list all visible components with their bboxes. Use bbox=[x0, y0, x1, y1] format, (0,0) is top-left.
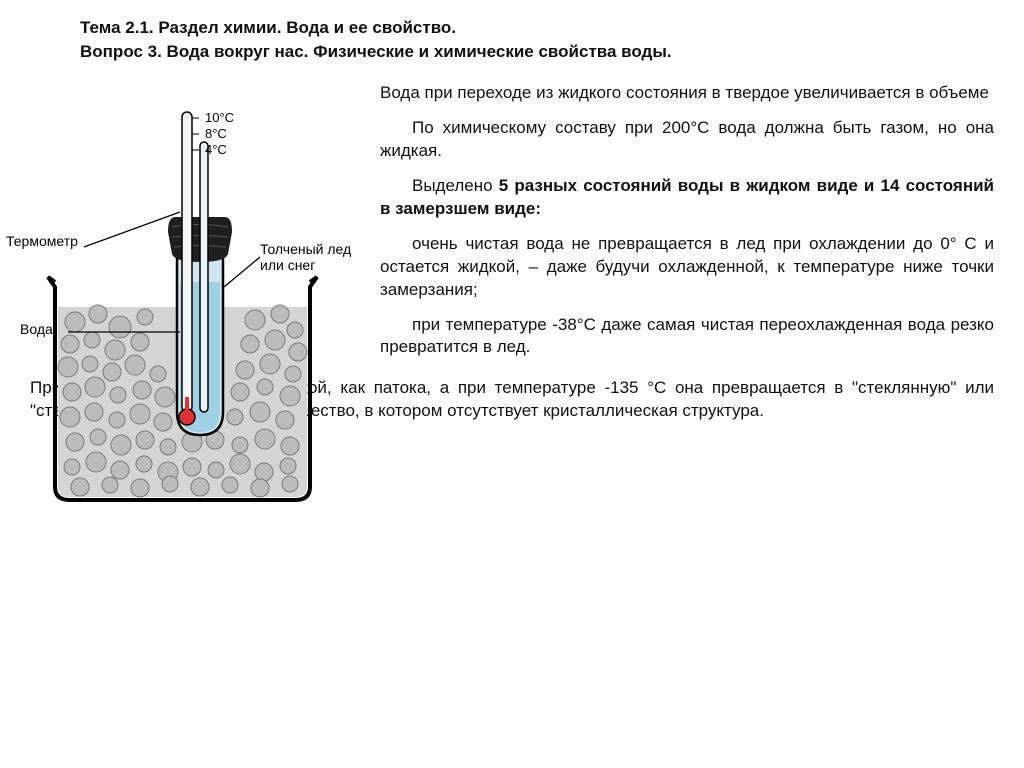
para-4: очень чистая вода не превращается в лед … bbox=[380, 233, 994, 302]
temp-8c: 8°С bbox=[205, 126, 227, 141]
experiment-diagram bbox=[0, 82, 370, 512]
temp-10c: 10°С bbox=[205, 110, 234, 125]
temp-4c: 4°С bbox=[205, 142, 227, 157]
label-water: Вода bbox=[20, 322, 53, 337]
label-thermometer: Термометр bbox=[6, 234, 78, 249]
para-2: По химическому составу при 200°С вода до… bbox=[380, 117, 994, 163]
para-3-pre: Выделено bbox=[412, 176, 499, 195]
para-3: Выделено 5 разных состояний воды в жидко… bbox=[380, 175, 994, 221]
section-title: Тема 2.1. Раздел химии. Вода и ее свойст… bbox=[80, 18, 964, 38]
para-1: Вода при переходе из жидкого состояния в… bbox=[380, 82, 994, 105]
diagram: 10°С 8°С 4°С Термометр Толченый лед или … bbox=[0, 82, 370, 371]
question-title: Вопрос 3. Вода вокруг нас. Физические и … bbox=[80, 42, 964, 62]
para-5: при температуре -38°С даже самая чистая … bbox=[380, 314, 994, 360]
label-ice: Толченый лед bbox=[260, 242, 351, 257]
label-ice-2: или снег bbox=[260, 258, 315, 273]
